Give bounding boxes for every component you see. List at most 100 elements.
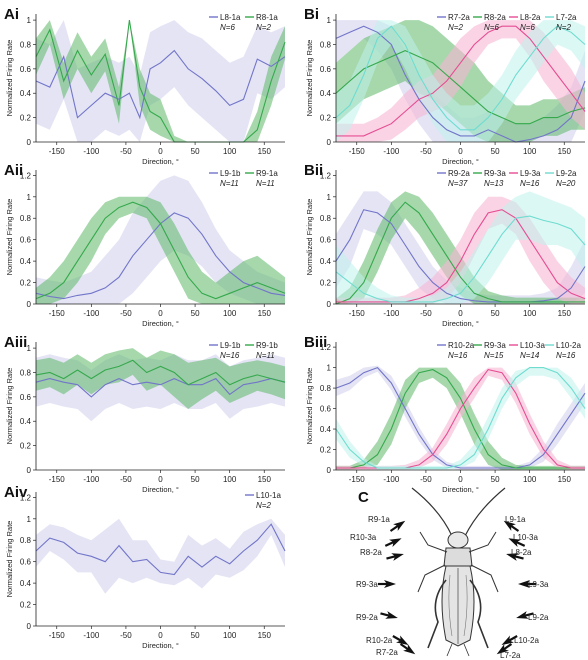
x-tick-label: 50 (491, 475, 500, 484)
x-tick-label: 0 (158, 631, 163, 640)
x-tick-label: -100 (83, 475, 100, 484)
series-line-L9-1b (35, 377, 286, 398)
panel-label: Aiv (4, 484, 28, 501)
series-line-L9-2a (335, 215, 586, 303)
error-band-L8-2a (336, 20, 585, 143)
y-tick-label: 0 (27, 300, 32, 309)
y-tick-label: 0.2 (320, 446, 332, 455)
x-axis-label: Direction, ° (442, 319, 479, 328)
x-tick-label: 0 (458, 147, 463, 156)
stimulus-arrow-R8-2a (386, 553, 404, 561)
x-tick-label: -50 (120, 475, 132, 484)
panel-label: Bii (304, 162, 323, 179)
arrow-label: L7-2a (500, 651, 521, 660)
legend-entry: R8-1a (256, 13, 278, 22)
x-tick-label: 0 (158, 309, 163, 318)
arrow-head-icon (396, 635, 409, 645)
panel-label: Aii (4, 162, 23, 179)
x-tick-label: 150 (258, 147, 272, 156)
legend-entry: L8-2a (520, 13, 541, 22)
arrow-label: R7-2a (376, 648, 398, 657)
x-tick-label: -150 (49, 631, 66, 640)
x-tick-label: 150 (258, 309, 272, 318)
x-tick-label: 150 (258, 475, 272, 484)
y-tick-label: 1.2 (20, 171, 32, 180)
x-tick-label: -50 (120, 631, 132, 640)
y-tick-label: 0.4 (20, 89, 32, 98)
x-tick-label: -50 (420, 309, 432, 318)
legend-n: N=16 (448, 351, 468, 360)
x-tick-label: -100 (383, 309, 400, 318)
arrow-label: L10-3a (513, 533, 538, 542)
arrow-label: L9-1a (505, 515, 526, 524)
y-tick-label: 0.4 (20, 257, 32, 266)
x-tick-label: 50 (491, 147, 500, 156)
y-tick-label: 0.4 (320, 89, 332, 98)
x-tick-label: 150 (558, 147, 572, 156)
panel-c: C R9-1a R10-3a R8-2a (350, 487, 549, 660)
panel-label: Ai (4, 6, 19, 23)
y-tick-label: 0.6 (20, 393, 32, 402)
arrow-head-icon (496, 644, 509, 655)
insect-drawing (411, 487, 506, 657)
legend-n: N=13 (484, 179, 504, 188)
panel-label: Bi (304, 6, 319, 23)
series-line-R7-2a (335, 25, 586, 143)
y-tick-label: 0.4 (20, 579, 32, 588)
arrow-head-icon (501, 635, 514, 645)
x-tick-label: -150 (349, 475, 366, 484)
legend-entry: L7-2a (556, 13, 577, 22)
series-line-L9-3a (336, 209, 586, 303)
x-tick-label: 100 (523, 309, 537, 318)
arrow-label: L9-3a (528, 580, 549, 589)
legend-n: N=11 (256, 179, 275, 188)
y-tick-label: 1.2 (320, 171, 332, 180)
x-axis-label: Direction, ° (142, 485, 179, 494)
chart-Aiii: Aiii -150 -100 -50 0 50 100 150 0 0.2 0.4 0.6 0.8 1 Di… (4, 334, 286, 494)
y-tick-label: 0.8 (20, 368, 32, 377)
chart-Aiv: Aiv -150 -100 -50 0 50 100 150 0 0.2 0.4 0.6 0.8 1 1.2… (4, 484, 286, 650)
stimulus-arrow-L7-2a (496, 643, 513, 655)
x-tick-label: -50 (420, 475, 432, 484)
arrow-head-icon (384, 580, 396, 588)
arrow-head-icon (506, 553, 519, 561)
y-tick-label: 0.2 (20, 279, 32, 288)
arrow-head-icon (385, 611, 398, 619)
legend-entry: L9-2a (556, 169, 577, 178)
legend-n: N=2 (256, 501, 271, 510)
y-tick-label: 0 (327, 300, 332, 309)
series-line-L8-1a (35, 49, 286, 120)
x-tick-label: 0 (158, 147, 163, 156)
legend-entry: L9-1b (220, 169, 241, 178)
x-tick-label: -50 (120, 309, 132, 318)
legend-n: N=2 (556, 23, 571, 32)
y-tick-label: 0 (327, 138, 332, 147)
stimulus-arrow-R10-2a (392, 635, 409, 645)
x-tick-label: -150 (49, 309, 66, 318)
panel-label: Aiii (4, 334, 27, 351)
chart-Bii: Bii -150 -100 -50 0 50 100 150 0 0.2 0.4 0.6 0.8 1 1.2… (304, 162, 586, 328)
x-axis-label: Direction, ° (142, 319, 179, 328)
series-line-R8-2a (335, 49, 586, 125)
y-tick-label: 1 (27, 193, 32, 202)
legend-entry: L10-3a (520, 341, 545, 350)
stimulus-arrow-L8-2a (506, 553, 524, 561)
legend-n: N=15 (484, 351, 504, 360)
y-tick-label: 1 (327, 193, 332, 202)
panel-label: Biii (304, 334, 327, 351)
arrow-head-icon (508, 538, 521, 548)
y-tick-label: 0.8 (20, 40, 32, 49)
legend-entry: R9-1a (256, 169, 278, 178)
x-tick-label: -150 (349, 309, 366, 318)
x-tick-label: 100 (223, 475, 237, 484)
legend-entry: R9-2a (448, 169, 470, 178)
legend-n: N=6 (520, 23, 535, 32)
chart-Bi: Bi -150 -100 -50 0 50 100 150 0 0.2 0.4 0.6 0.8 1 Dire… (304, 6, 586, 166)
x-tick-label: 50 (191, 147, 200, 156)
y-tick-label: 0.8 (20, 536, 32, 545)
series-line-L8-2a (336, 25, 586, 137)
y-tick-label: 0.2 (320, 114, 332, 123)
series-line-R9-1b (35, 359, 286, 386)
y-tick-label: 1.2 (320, 343, 332, 352)
x-tick-label: 100 (223, 309, 237, 318)
